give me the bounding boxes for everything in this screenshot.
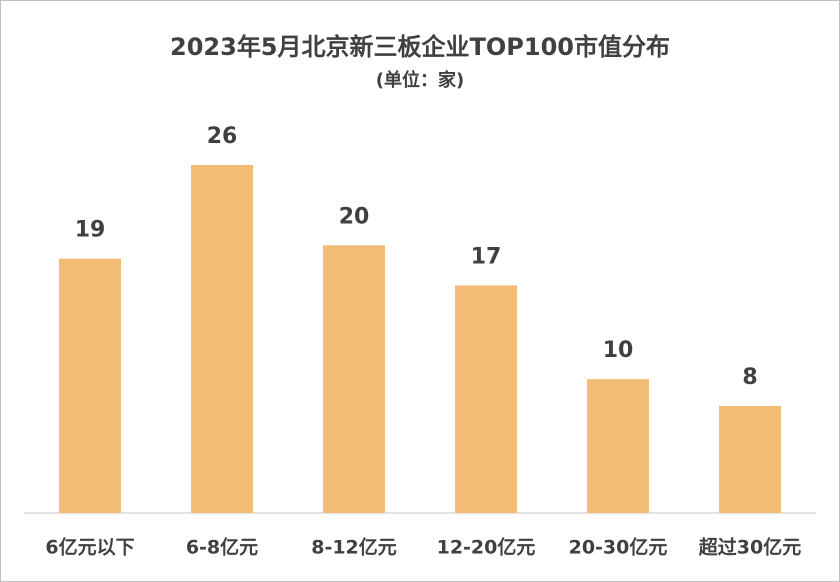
value-label: 26 xyxy=(207,124,238,149)
bar xyxy=(587,379,649,513)
value-label: 10 xyxy=(603,338,634,363)
bar xyxy=(455,285,517,513)
chart-title: 2023年5月北京新三板企业TOP100市值分布 xyxy=(170,33,670,61)
chart-subtitle: (单位：家) xyxy=(376,69,464,91)
x-tick-label: 6亿元以下 xyxy=(45,536,134,559)
value-label: 19 xyxy=(75,218,106,243)
bar xyxy=(719,405,781,513)
bar xyxy=(191,165,253,513)
x-tick-label: 8-12亿元 xyxy=(311,536,397,559)
value-label: 20 xyxy=(339,204,370,229)
bar xyxy=(323,245,385,514)
value-label: 8 xyxy=(742,365,757,390)
x-tick-label: 6-8亿元 xyxy=(186,536,258,559)
x-tick-label: 12-20亿元 xyxy=(437,536,536,559)
value-label: 17 xyxy=(471,244,502,269)
x-tick-label: 20-30亿元 xyxy=(569,536,668,559)
x-tick-label: 超过30亿元 xyxy=(698,536,801,559)
bar xyxy=(59,258,121,513)
